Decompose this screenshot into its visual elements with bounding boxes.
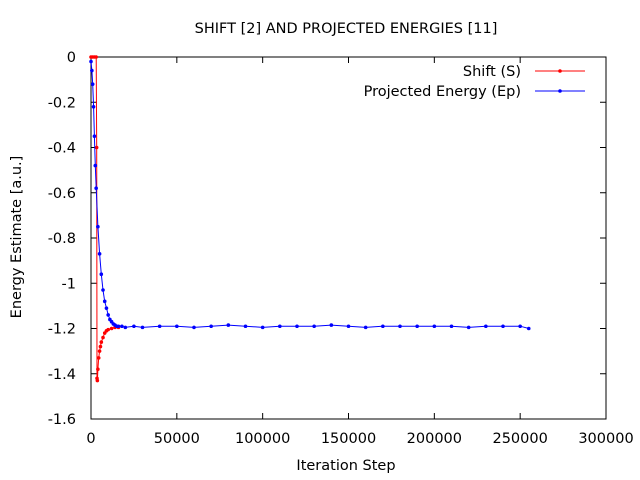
series-layer — [89, 55, 531, 383]
x-tick-label: 250000 — [492, 431, 547, 447]
series-point-2 — [243, 324, 248, 329]
series-point-2 — [260, 325, 265, 330]
plot-frame — [90, 56, 607, 420]
legend: Shift (S) Projected Energy (Ep) — [364, 64, 585, 100]
x-tick-label: 300000 — [578, 431, 633, 447]
series-point-2 — [123, 325, 128, 330]
series-point-2 — [329, 323, 334, 327]
series-point-2 — [116, 324, 121, 329]
series-point-2 — [89, 59, 93, 64]
series-point-2 — [226, 323, 231, 327]
series-point-2 — [94, 186, 98, 191]
series-point-1 — [109, 326, 114, 331]
plot-border — [90, 56, 607, 420]
series-point-2 — [381, 324, 385, 329]
series-point-1 — [94, 55, 98, 59]
series-point-2 — [157, 324, 162, 329]
series-point-2 — [132, 324, 136, 329]
series-point-1 — [97, 349, 102, 353]
series-point-2 — [526, 326, 531, 331]
series-point-2 — [484, 324, 488, 329]
y-tick-label: -1 — [62, 276, 76, 292]
series-point-2 — [104, 306, 109, 310]
series-point-2 — [415, 324, 419, 329]
series-point-2 — [312, 324, 316, 329]
series-point-2 — [106, 313, 110, 317]
y-tick-label: -0.4 — [48, 141, 76, 157]
series-point-2 — [120, 324, 124, 329]
series-point-2 — [99, 272, 104, 277]
series-point-1 — [99, 340, 104, 344]
y-axis-label: Energy Estimate [a.u.] — [9, 156, 25, 319]
x-tick-label: 0 — [86, 431, 95, 447]
chart-title: SHIFT [2] AND PROJECTED ENERGIES [11] — [195, 21, 498, 37]
legend-label: Shift (S) — [463, 64, 521, 80]
series-point-2 — [92, 134, 97, 138]
series-point-2 — [449, 324, 454, 329]
series-line-2 — [90, 61, 529, 329]
series-point-2 — [192, 325, 196, 330]
x-tick-label: 100000 — [235, 431, 290, 447]
y-tick-label: -0.6 — [48, 186, 76, 202]
series-point-2 — [102, 299, 107, 304]
series-point-2 — [363, 325, 368, 330]
legend-label: Projected Energy (Ep) — [364, 84, 521, 100]
series-point-1 — [96, 367, 100, 372]
series-point-1 — [94, 145, 99, 150]
series-point-2 — [295, 324, 299, 329]
y-tick-label: -1.6 — [48, 412, 76, 428]
legend-swatch-point — [558, 89, 562, 93]
series-point-2 — [90, 68, 94, 73]
series-point-2 — [96, 224, 100, 229]
x-tick-label: 200000 — [407, 431, 462, 447]
series-point-1 — [95, 378, 100, 383]
series-point-2 — [518, 324, 522, 329]
y-tick-label: -0.2 — [48, 95, 76, 111]
y-tick-label: -1.2 — [48, 322, 76, 338]
series-point-2 — [466, 325, 471, 330]
x-tick-label: 50000 — [154, 431, 200, 447]
series-point-2 — [91, 104, 96, 109]
series-point-1 — [106, 327, 110, 332]
series-point-2 — [97, 252, 102, 256]
series-point-2 — [501, 324, 505, 329]
series-point-2 — [90, 82, 95, 86]
series-point-2 — [209, 324, 213, 329]
series-point-1 — [98, 344, 103, 349]
legend-swatch-point — [558, 69, 562, 73]
series-point-1 — [96, 356, 101, 360]
y-tick-label: 0 — [67, 50, 76, 66]
series-point-1 — [101, 335, 105, 340]
x-tick-label: 150000 — [321, 431, 376, 447]
y-tick-label: -0.8 — [48, 231, 76, 247]
y-axis: 0 -0.2 -0.4 -0.6 -0.8 -1 -1.2 -1.4 -1.6 — [48, 50, 606, 428]
x-axis: 0 50000 100000 150000 200000 250000 300000 — [86, 57, 634, 447]
series-point-2 — [140, 325, 145, 330]
series-point-2 — [93, 163, 98, 168]
y-tick-label: -1.4 — [48, 367, 76, 383]
series-point-2 — [278, 324, 282, 329]
x-axis-label: Iteration Step — [296, 458, 395, 474]
series-point-2 — [101, 288, 105, 292]
series-point-2 — [346, 324, 351, 329]
series-point-2 — [432, 324, 437, 329]
series-point-2 — [398, 324, 402, 329]
series-point-2 — [175, 324, 179, 329]
